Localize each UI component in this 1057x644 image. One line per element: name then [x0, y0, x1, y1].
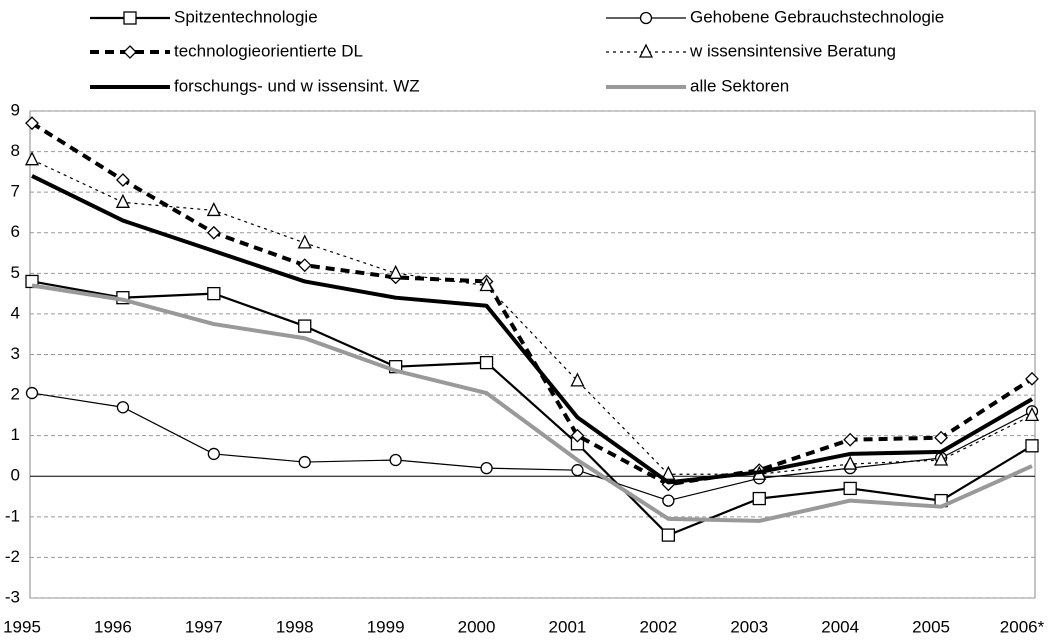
- x-tick-label: 2006*: [1000, 617, 1045, 636]
- legend-label: w issensintensive Beratung: [689, 41, 896, 60]
- marker: [934, 430, 949, 445]
- x-tick-label: 2002: [639, 617, 677, 636]
- x-tick-label: 1996: [94, 617, 132, 636]
- y-tick-label: -2: [5, 547, 20, 566]
- marker: [1025, 371, 1039, 386]
- legend-marker: [638, 43, 654, 58]
- x-tick-label: 1995: [3, 617, 41, 636]
- marker: [388, 264, 403, 279]
- marker: [661, 528, 676, 542]
- marker: [24, 151, 40, 166]
- legend-label: alle Sektoren: [690, 76, 789, 95]
- y-tick-label: 6: [11, 222, 20, 241]
- legend-marker: [639, 11, 653, 25]
- marker: [934, 451, 949, 466]
- y-tick-label: 7: [11, 182, 20, 201]
- y-tick-label: 9: [11, 100, 20, 119]
- series-line: [31, 174, 1034, 485]
- x-tick-label: 2003: [730, 617, 768, 636]
- marker: [298, 319, 312, 333]
- marker: [843, 455, 858, 470]
- series-line: [31, 283, 1033, 523]
- x-tick-label: 2004: [821, 617, 859, 636]
- x-tick-label: 2001: [549, 617, 587, 636]
- series-line: [31, 159, 1033, 475]
- x-tick-label: 1999: [367, 617, 405, 636]
- legend-label: Spitzentechnologie: [174, 7, 318, 26]
- legend-label: technologieorientierte DL: [174, 41, 363, 60]
- marker: [662, 494, 675, 507]
- legend-marker: [123, 45, 137, 59]
- marker: [115, 173, 130, 187]
- marker: [1025, 439, 1039, 453]
- series-line: [30, 121, 1034, 487]
- marker: [206, 201, 221, 217]
- marker: [116, 401, 130, 414]
- y-tick-label: -1: [5, 506, 20, 525]
- y-tick-label: 5: [11, 263, 20, 282]
- marker: [843, 432, 858, 447]
- marker: [25, 116, 39, 131]
- marker: [480, 461, 493, 475]
- y-tick-label: 4: [11, 303, 20, 322]
- marker: [298, 455, 311, 469]
- legend-marker: [123, 11, 137, 25]
- y-tick-label: 0: [11, 466, 20, 485]
- marker: [207, 447, 220, 461]
- y-tick-label: 1: [11, 425, 20, 444]
- y-tick-label: 8: [11, 141, 20, 160]
- marker: [297, 234, 312, 249]
- x-tick-label: 1997: [185, 617, 223, 636]
- marker: [752, 491, 766, 506]
- marker: [661, 465, 676, 480]
- marker: [25, 386, 39, 400]
- marker: [206, 225, 221, 240]
- marker: [843, 481, 857, 496]
- marker: [1024, 406, 1040, 422]
- legend-label: Gehobene Gebrauchstechnologie: [690, 7, 944, 26]
- marker: [570, 372, 585, 387]
- series-line: [31, 280, 1033, 537]
- marker: [207, 286, 221, 301]
- y-tick-label: -3: [5, 587, 20, 606]
- legend-label: forschungs- und w issensint. WZ: [174, 76, 420, 95]
- marker: [389, 453, 402, 467]
- marker: [570, 428, 585, 443]
- y-tick-label: 2: [11, 385, 20, 404]
- x-tick-label: 2000: [458, 617, 496, 636]
- marker: [479, 277, 494, 292]
- marker: [115, 193, 130, 208]
- marker: [297, 258, 312, 273]
- marker: [479, 355, 494, 370]
- marker: [571, 464, 584, 477]
- x-tick-label: 2005: [912, 617, 950, 636]
- series-line: [31, 392, 1033, 502]
- x-tick-label: 1998: [276, 617, 314, 636]
- y-tick-label: 3: [11, 344, 20, 363]
